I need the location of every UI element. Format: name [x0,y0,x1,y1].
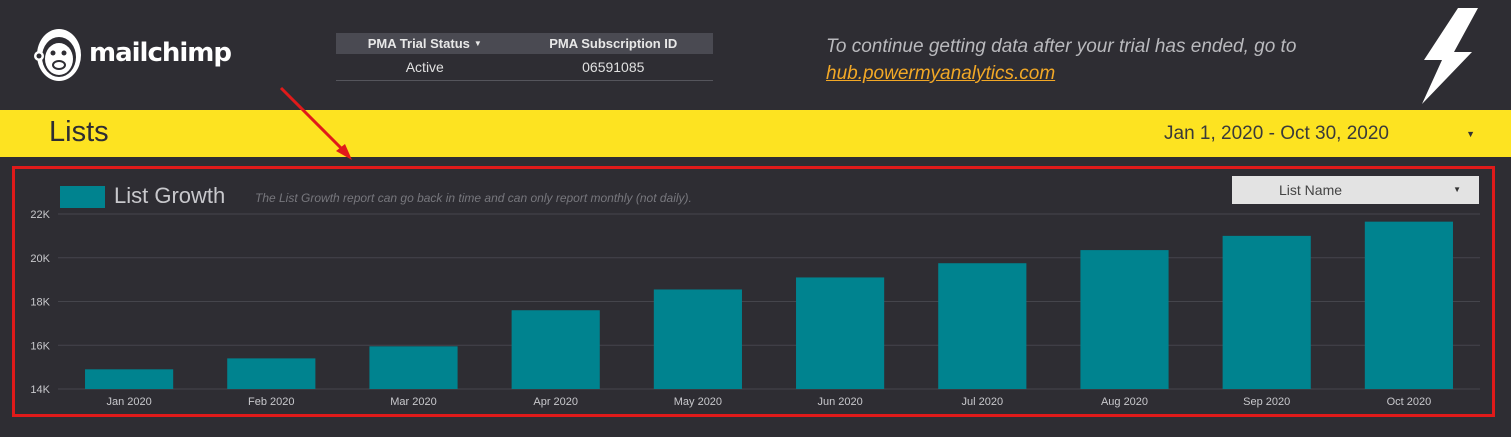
logo-wordmark: mailchimp [89,38,232,68]
list-growth-panel-highlight [12,166,1495,417]
chevron-down-icon: ▼ [1466,128,1475,139]
chart-title: List Growth [114,183,226,208]
trial-status-header[interactable]: PMA Trial Status ▼ [336,33,514,54]
date-range-picker[interactable]: Jan 1, 2020 - Oct 30, 2020 ▼ [1164,110,1489,157]
lists-header-band: Lists Jan 1, 2020 - Oct 30, 2020 ▼ [0,110,1511,157]
pma-status-table: PMA Trial Status ▼ PMA Subscription ID Ac… [336,33,713,81]
trial-note-text: To continue getting data after your tria… [826,36,1297,57]
chevron-down-icon: ▼ [1453,185,1461,194]
list-name-filter-label: List Name [1279,182,1343,198]
freddie-monkey-icon [34,29,81,81]
mailchimp-logo: mailchimp [33,26,232,84]
legend-swatch [60,186,105,208]
trial-status-value: Active [336,54,514,81]
subscription-id-value: 06591085 [513,54,713,81]
date-range-label: Jan 1, 2020 - Oct 30, 2020 [1164,122,1389,144]
trial-note: To continue getting data after your tria… [826,33,1296,87]
list-name-filter[interactable]: List Name ▼ [1232,176,1479,204]
sort-caret-icon[interactable]: ▼ [473,39,482,48]
subscription-id-header[interactable]: PMA Subscription ID [513,33,713,54]
lists-title: Lists [49,116,109,148]
trial-status-header-label: PMA Trial Status [367,36,470,51]
chart-subtitle: The List Growth report can go back in ti… [255,191,692,205]
table-row: Active 06591085 [336,54,713,81]
hub-link[interactable]: hub.powermyanalytics.com [826,63,1056,84]
lightning-bolt-icon [1422,8,1478,104]
